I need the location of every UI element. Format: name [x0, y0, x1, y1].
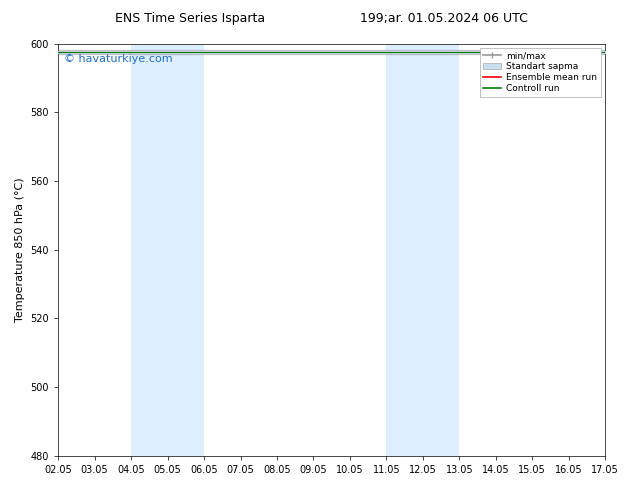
Text: ENS Time Series Isparta: ENS Time Series Isparta: [115, 12, 265, 25]
Legend: min/max, Standart sapma, Ensemble mean run, Controll run: min/max, Standart sapma, Ensemble mean r…: [480, 48, 600, 97]
Text: 199;ar. 01.05.2024 06 UTC: 199;ar. 01.05.2024 06 UTC: [360, 12, 527, 25]
Bar: [386, 44, 459, 456]
Text: © havaturkiye.com: © havaturkiye.com: [63, 54, 172, 64]
Bar: [131, 44, 204, 456]
Y-axis label: Temperature 850 hPa (°C): Temperature 850 hPa (°C): [15, 177, 25, 322]
